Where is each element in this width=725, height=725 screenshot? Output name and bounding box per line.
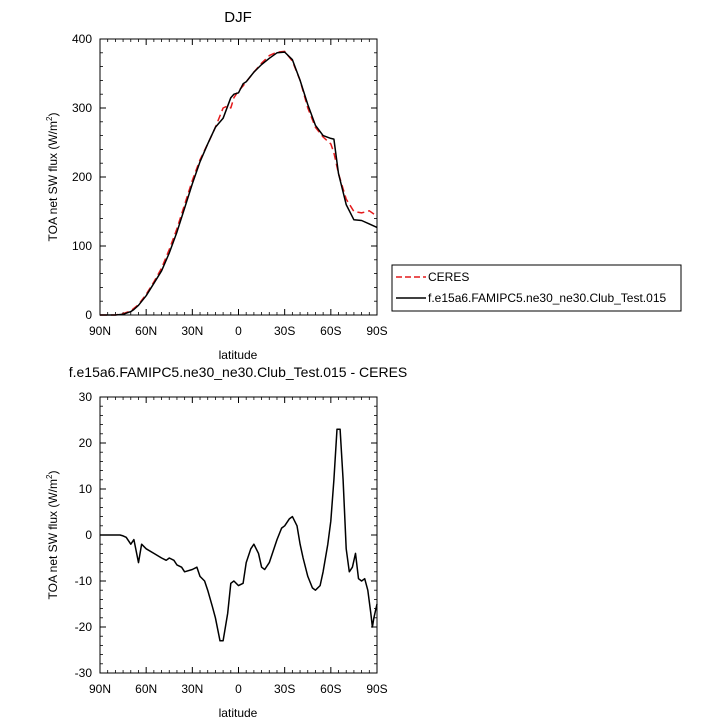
bottom-series-line-difference: [100, 428, 378, 642]
top-y-axis-label-main: TOA net SW flux (W/m: [46, 121, 60, 241]
bottom-x-tick-label: 60S: [320, 682, 341, 696]
bottom-y-tick-label: 10: [79, 482, 93, 496]
bottom-x-axis-label: latitude: [219, 706, 258, 720]
bottom-chart-panel: f.e15a6.FAMIPC5.ne30_ne30.Club_Test.015 …: [45, 364, 407, 720]
bottom-axis-ticks: [99, 396, 378, 674]
bottom-y-tick-label: 20: [79, 436, 93, 450]
top-y-tick-label: 200: [72, 170, 92, 184]
top-x-tick-label: 90N: [89, 324, 111, 338]
top-x-axis-label: latitude: [219, 348, 258, 362]
top-x-tick-label: 60S: [320, 324, 341, 338]
top-chart-title: DJF: [224, 9, 252, 26]
top-y-tick-label: 0: [85, 308, 92, 322]
bottom-y-tick-label: 0: [85, 528, 92, 542]
legend-label-ceres: CERES: [428, 270, 469, 284]
bottom-x-tick-label: 90S: [366, 682, 387, 696]
top-x-tick-label: 90S: [366, 324, 387, 338]
top-x-tick-labels: 90N 60N 30N 0 30S 60S 90S: [89, 324, 388, 338]
bottom-x-tick-label: 0: [235, 682, 242, 696]
top-y-axis-label-tail: ): [46, 113, 60, 117]
legend-box: [391, 264, 682, 312]
top-y-tick-label: 300: [72, 101, 92, 115]
bottom-y-axis-label-sup: 2: [45, 474, 54, 479]
top-x-tick-label: 30N: [181, 324, 203, 338]
top-chart-panel: DJF 90N 60N 30N 0 30S 60S 90S 0 100 200 300 400 la…: [45, 9, 682, 362]
bottom-x-tick-labels: 90N 60N 30N 0 30S 60S 90S: [89, 682, 388, 696]
top-y-axis-label: TOA net SW flux (W/m2): [45, 113, 60, 242]
legend: CERES f.e15a6.FAMIPC5.ne30_ne30.Club_Tes…: [391, 264, 682, 312]
bottom-y-axis-label-main: TOA net SW flux (W/m: [46, 479, 60, 599]
bottom-y-tick-labels: -30 -20 -10 0 10 20 30: [75, 390, 93, 680]
bottom-x-tick-label: 30N: [181, 682, 203, 696]
bottom-y-tick-label: 30: [79, 390, 93, 404]
top-y-tick-labels: 0 100 200 300 400: [72, 32, 92, 322]
bottom-y-axis-label-tail: ): [46, 471, 60, 475]
top-y-axis-label-sup: 2: [45, 116, 54, 121]
bottom-chart-title: f.e15a6.FAMIPC5.ne30_ne30.Club_Test.015 …: [69, 364, 408, 380]
bottom-x-tick-label: 30S: [274, 682, 295, 696]
legend-label-model: f.e15a6.FAMIPC5.ne30_ne30.Club_Test.015: [428, 291, 666, 305]
top-x-tick-label: 60N: [135, 324, 157, 338]
bottom-plot-frame: [99, 396, 378, 674]
bottom-series-group: [100, 428, 378, 642]
top-y-tick-label: 400: [72, 32, 92, 46]
top-plot-frame: [99, 38, 378, 316]
bottom-y-tick-label: -20: [75, 620, 93, 634]
bottom-x-tick-label: 90N: [89, 682, 111, 696]
top-x-tick-label: 30S: [274, 324, 295, 338]
top-x-tick-label: 0: [235, 324, 242, 338]
top-y-tick-label: 100: [72, 239, 92, 253]
top-series-line-ceres: [100, 50, 378, 316]
top-axis-ticks: [99, 38, 378, 316]
bottom-y-tick-label: -10: [75, 574, 93, 588]
top-series-group: [100, 50, 378, 316]
top-series-line-model: [100, 51, 378, 316]
bottom-y-axis-label: TOA net SW flux (W/m2): [45, 471, 60, 600]
bottom-x-tick-label: 60N: [135, 682, 157, 696]
bottom-y-tick-label: -30: [75, 666, 93, 680]
